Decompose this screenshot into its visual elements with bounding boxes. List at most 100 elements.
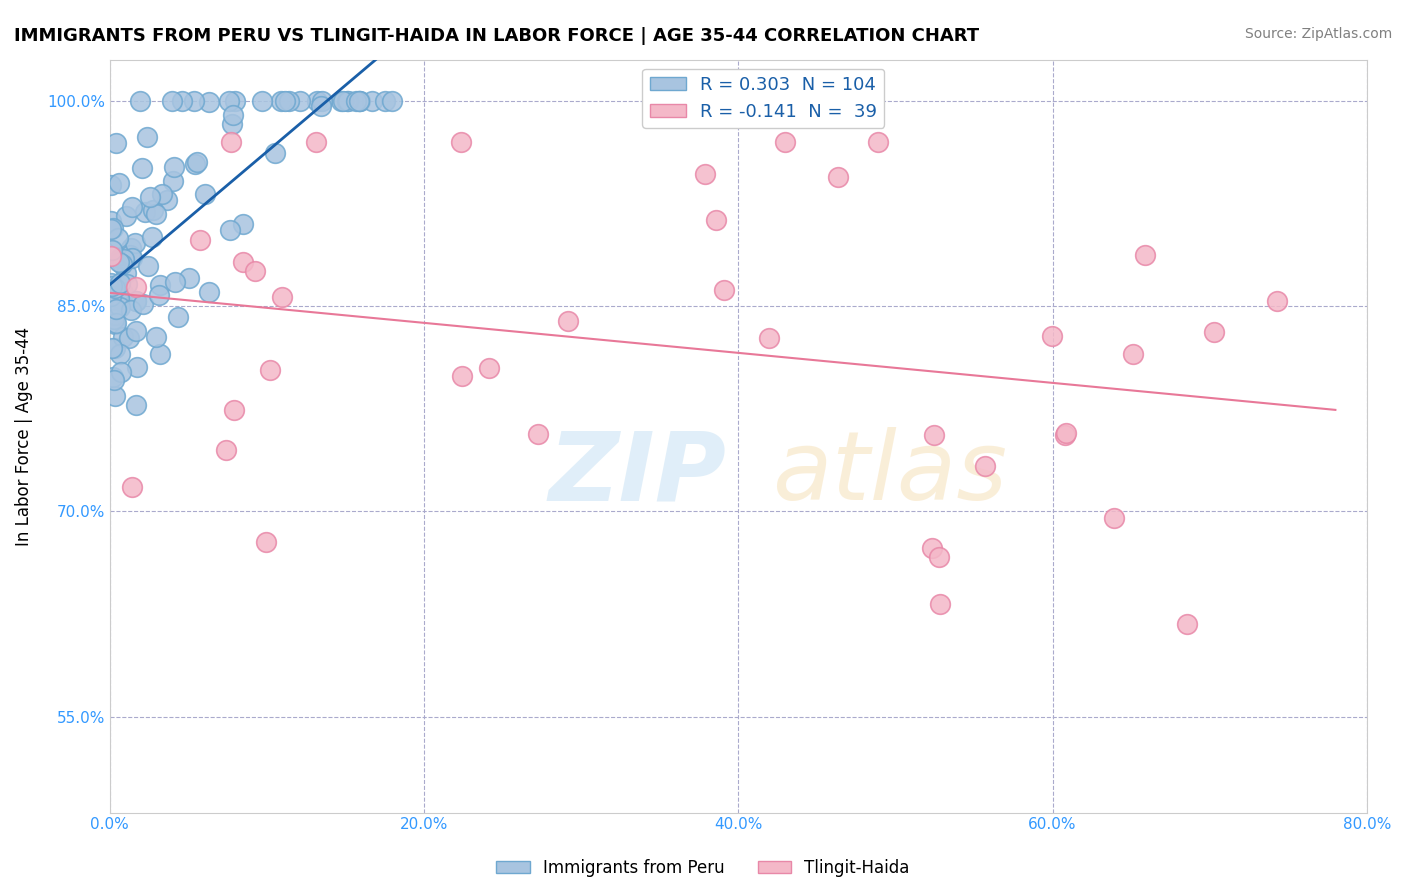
Point — [120, 248, 142, 262]
Point — [100, 249, 122, 263]
Point — [160, 94, 183, 108]
Point — [100, 276, 122, 290]
Point — [344, 94, 367, 108]
Point — [922, 428, 945, 442]
Point — [100, 178, 122, 192]
Point — [928, 549, 950, 564]
Point — [360, 94, 382, 108]
Point — [243, 264, 266, 278]
Point — [186, 155, 208, 169]
Point — [103, 341, 125, 355]
Point — [332, 94, 354, 108]
Point — [166, 310, 188, 325]
Point — [111, 286, 134, 301]
Point — [145, 330, 167, 344]
Point — [381, 94, 404, 108]
Point — [250, 94, 273, 108]
Point — [1040, 329, 1063, 343]
Point — [110, 347, 132, 361]
Point — [232, 217, 254, 231]
Point — [162, 174, 184, 188]
Point — [103, 221, 125, 235]
Point — [112, 252, 135, 266]
Point — [758, 331, 780, 345]
Point — [145, 207, 167, 221]
Point — [478, 361, 501, 376]
Point — [120, 303, 142, 318]
Point — [124, 293, 146, 308]
Point — [288, 94, 311, 108]
Point — [108, 276, 131, 290]
Point — [263, 146, 285, 161]
Point — [142, 203, 165, 218]
Point — [349, 94, 371, 108]
Point — [1054, 426, 1077, 441]
Point — [194, 186, 217, 201]
Point — [120, 241, 142, 255]
Point — [451, 369, 474, 384]
Point — [557, 314, 579, 328]
Point — [1175, 617, 1198, 632]
Point — [125, 280, 148, 294]
Point — [138, 260, 160, 274]
Point — [115, 209, 138, 223]
Point — [713, 283, 735, 297]
Point — [105, 301, 128, 316]
Point — [232, 255, 254, 269]
Text: IMMIGRANTS FROM PERU VS TLINGIT-HAIDA IN LABOR FORCE | AGE 35-44 CORRELATION CHA: IMMIGRANTS FROM PERU VS TLINGIT-HAIDA IN… — [14, 27, 979, 45]
Point — [274, 94, 297, 108]
Point — [693, 167, 716, 181]
Point — [307, 94, 329, 108]
Point — [336, 94, 359, 108]
Legend: Immigrants from Peru, Tlingit-Haida: Immigrants from Peru, Tlingit-Haida — [489, 853, 917, 884]
Point — [103, 373, 125, 387]
Point — [129, 94, 152, 108]
Point — [177, 271, 200, 285]
Point — [108, 251, 131, 265]
Point — [827, 169, 849, 184]
Point — [101, 369, 124, 384]
Point — [1054, 428, 1077, 442]
Point — [218, 94, 240, 108]
Point — [222, 108, 245, 122]
Point — [139, 190, 162, 204]
Point — [868, 135, 890, 149]
Point — [309, 98, 332, 112]
Y-axis label: In Labor Force | Age 35-44: In Labor Force | Age 35-44 — [15, 326, 32, 546]
Point — [973, 459, 995, 474]
Point — [104, 389, 127, 403]
Point — [103, 312, 125, 326]
Point — [278, 94, 301, 108]
Point — [103, 318, 125, 332]
Point — [188, 233, 211, 247]
Point — [100, 222, 122, 236]
Point — [104, 308, 127, 322]
Point — [305, 135, 328, 149]
Point — [100, 278, 122, 293]
Point — [108, 292, 131, 306]
Point — [118, 331, 141, 345]
Point — [929, 597, 952, 611]
Point — [124, 235, 146, 250]
Point — [183, 94, 205, 108]
Point — [111, 330, 134, 344]
Point — [773, 135, 796, 149]
Point — [108, 300, 131, 314]
Point — [1265, 293, 1288, 308]
Point — [104, 281, 127, 295]
Point — [141, 230, 163, 244]
Point — [134, 205, 156, 219]
Point — [224, 94, 246, 108]
Point — [349, 94, 371, 108]
Point — [125, 294, 148, 309]
Point — [121, 252, 143, 266]
Point — [222, 403, 245, 417]
Point — [184, 157, 207, 171]
Point — [163, 275, 186, 289]
Point — [156, 193, 179, 207]
Point — [108, 254, 131, 268]
Point — [215, 442, 238, 457]
Point — [527, 427, 550, 442]
Point — [311, 94, 333, 108]
Point — [111, 257, 134, 271]
